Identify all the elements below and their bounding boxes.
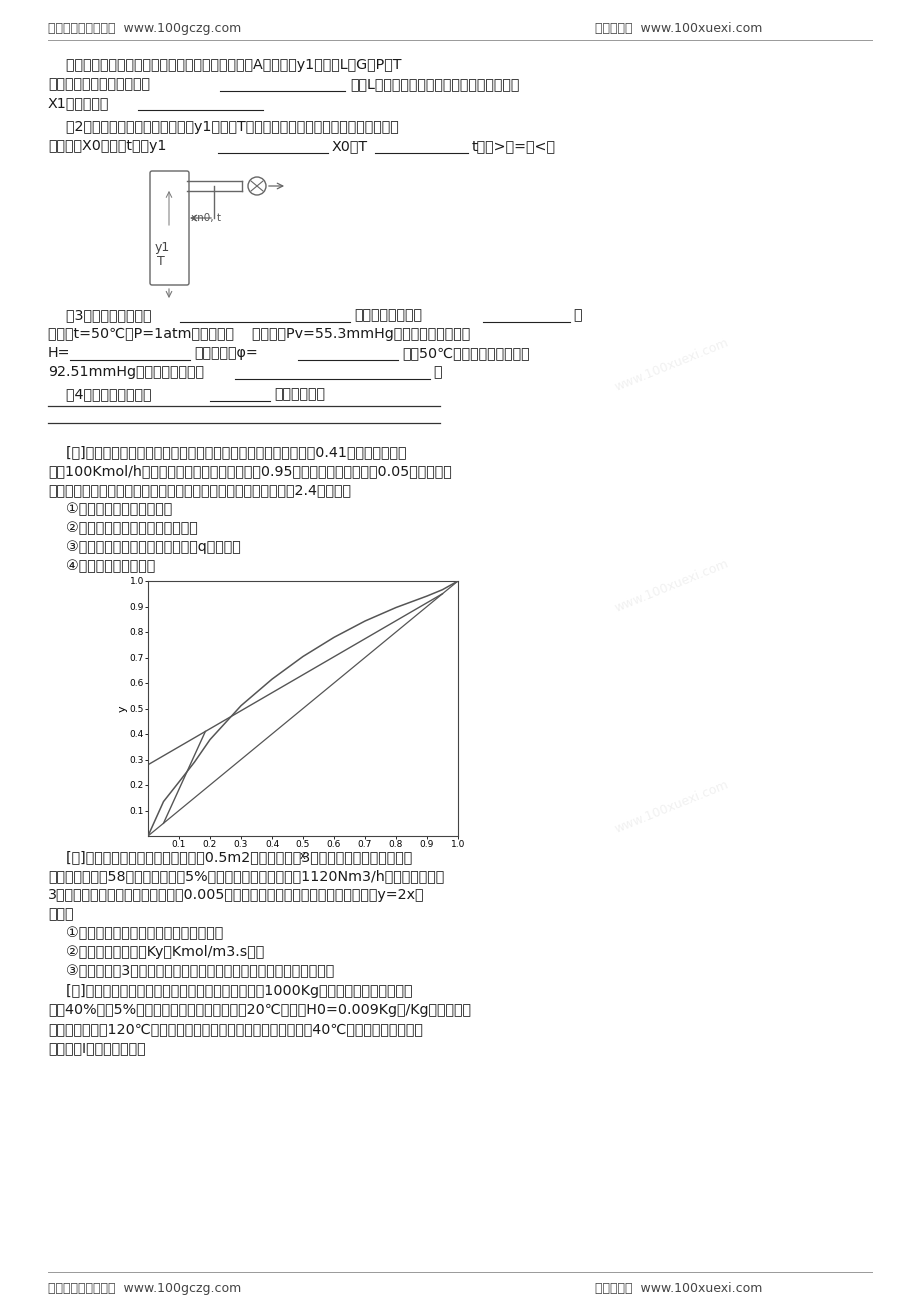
Text: 率为100Kmol/h。要求塔顶馏出液含甲醇不低于0.95，塔底釜液甲醇不大于0.05（以上均为: 率为100Kmol/h。要求塔顶馏出液含甲醇不低于0.95，塔底釜液甲醇不大于0… [48,464,451,478]
Text: 量由40%减至5%。干燥介质是湿空气，初温为20℃，湿度H0=0.009Kg水/Kg绝干空气，: 量由40%减至5%。干燥介质是湿空气，初温为20℃，湿度H0=0.009Kg水/… [48,1003,471,1017]
Text: 中华工程资格考试网  www.100gczg.com: 中华工程资格考试网 www.100gczg.com [48,1282,241,1295]
Text: t。（>，=，<）: t。（>，=，<） [471,139,555,154]
Text: 经预热器加热至120℃后进入干燥器中，离开干燥器时废气温度为40℃，若在干燥器中空气: 经预热器加热至120℃后进入干燥器中，离开干燥器时废气温度为40℃，若在干燥器中… [48,1022,423,1036]
Text: [二]用一连续精馏塔在常压下分离甲醇～水混合物，进料为含甲醇0.41的饱和蒸汽，流: [二]用一连续精馏塔在常压下分离甲醇～水混合物，进料为含甲醇0.41的饱和蒸汽，… [48,445,406,460]
Text: www.100xuexi.com: www.100xuexi.com [612,779,730,836]
Text: ③若填料增高3米，其他操作天靳不变，气体出口的丙酮含量为多少？: ③若填料增高3米，其他操作天靳不变，气体出口的丙酮含量为多少？ [48,963,334,978]
Text: ；若L增加，其余操作条件不变，则出塔液体: ；若L增加，其余操作条件不变，则出塔液体 [349,77,519,91]
Text: 条线，分别是: 条线，分别是 [274,387,324,401]
Text: ；干燥传热速率是: ；干燥传热速率是 [354,309,422,322]
Text: [三]一常压逆流吸收塔，塔截面积为0.5m2，填料层高为3米。用清水吸收混合气中的: [三]一常压逆流吸收塔，塔截面积为0.5m2，填料层高为3米。用清水吸收混合气中… [48,850,412,865]
Text: 试求：: 试求： [48,907,74,921]
Text: 。: 。 [573,309,581,322]
Text: 92.51mmHg），非结合水份是: 92.51mmHg），非结合水份是 [48,365,204,379]
Text: 圣才学习网  www.100xuexi.com: 圣才学习网 www.100xuexi.com [595,22,762,35]
Text: 圣才学习网  www.100xuexi.com: 圣才学习网 www.100xuexi.com [595,1282,762,1295]
Text: ；相对湿度φ=: ；相对湿度φ= [194,346,257,359]
Text: 中华工程资格考试网  www.100gczg.com: 中华工程资格考试网 www.100gczg.com [48,22,241,35]
Text: ④对应的最小回流比。: ④对应的最小回流比。 [48,559,155,573]
Text: 某操作中的吸收塔，用清水逆流吸收气体混合物中A组分。若y1下降，L、G、P、T: 某操作中的吸收塔，用清水逆流吸收气体混合物中A组分。若y1下降，L、G、P、T [48,59,401,72]
Text: ②气体积总传质系数Ky（Kmol/m3.s）；: ②气体积总传质系数Ky（Kmol/m3.s）； [48,945,264,960]
Text: T: T [157,255,165,268]
Text: 摩尔分率），已知操作条件下的平衡关系如附图，操作时回流比为2.4，试求：: 摩尔分率），已知操作条件下的平衡关系如附图，操作时回流比为2.4，试求： [48,483,351,497]
Text: ②所需理论塔板数及进料板位置；: ②所需理论塔板数及进料板位置； [48,521,198,535]
Text: ；（50℃时水的饱和蒸汽压为: ；（50℃时水的饱和蒸汽压为 [402,346,529,359]
Text: （2）某精馏塔塔顶上升蒸汽组成y1，温度T，经全凝器恰好冷凝到泡点，部分回流入: （2）某精馏塔塔顶上升蒸汽组成y1，温度T，经全凝器恰好冷凝到泡点，部分回流入 [48,120,398,134]
Text: 等不变，则回收率有何变化: 等不变，则回收率有何变化 [48,77,150,91]
Text: 已知在t=50℃、P=1atm时空气中水    蒸汽分压Pv=55.3mmHg，则该空气的湿含量: 已知在t=50℃、P=1atm时空气中水 蒸汽分压Pv=55.3mmHg，则该空… [48,327,470,341]
Text: （3）干燥传质速率是: （3）干燥传质速率是 [48,309,152,322]
Text: xn0, t: xn0, t [191,214,221,223]
Text: [四]采用常压干燥器干燥湿物料。每小时处理湿物料1000Kg，干燥操作使物料的湿含: [四]采用常压干燥器干燥湿物料。每小时处理湿物料1000Kg，干燥操作使物料的湿… [48,984,412,999]
Text: 3的条件下，出塔气体中丙酮含量为0.005（摩尔分率）。操作条件下的平衡关系为y=2x。: 3的条件下，出塔气体中丙酮含量为0.005（摩尔分率）。操作条件下的平衡关系为y… [48,888,424,902]
Text: ①出口液体中的丙酮含量（质量分率）；: ①出口液体中的丙酮含量（质量分率）； [48,926,223,940]
Text: 塔，组成X0，温度t，则y1: 塔，组成X0，温度t，则y1 [48,139,166,154]
Text: 丙酮（分子量为58），丙酮含量为5%（体积），混合气流量为1120Nm3/h。已知液体比为: 丙酮（分子量为58），丙酮含量为5%（体积），混合气流量为1120Nm3/h。已… [48,868,444,883]
Text: ③两端的液相流率与汽相流率比和q线方程；: ③两端的液相流率与汽相流率比和q线方程； [48,540,241,553]
Text: 状态沿等I线变化。试求：: 状态沿等I线变化。试求： [48,1042,145,1055]
Text: www.100xuexi.com: www.100xuexi.com [612,557,730,615]
Text: X0，T: X0，T [332,139,368,154]
X-axis label: x: x [300,850,305,861]
Y-axis label: y: y [118,706,128,712]
Text: y1: y1 [154,241,170,254]
Text: X1有何变化？: X1有何变化？ [48,96,109,109]
Text: 。: 。 [433,365,441,379]
Text: （4）负荷性能图中有: （4）负荷性能图中有 [48,387,152,401]
Text: H=: H= [48,346,71,359]
Text: www.100xuexi.com: www.100xuexi.com [612,336,730,393]
Text: ①塔顶、塔底产品的流率；: ①塔顶、塔底产品的流率； [48,503,172,516]
